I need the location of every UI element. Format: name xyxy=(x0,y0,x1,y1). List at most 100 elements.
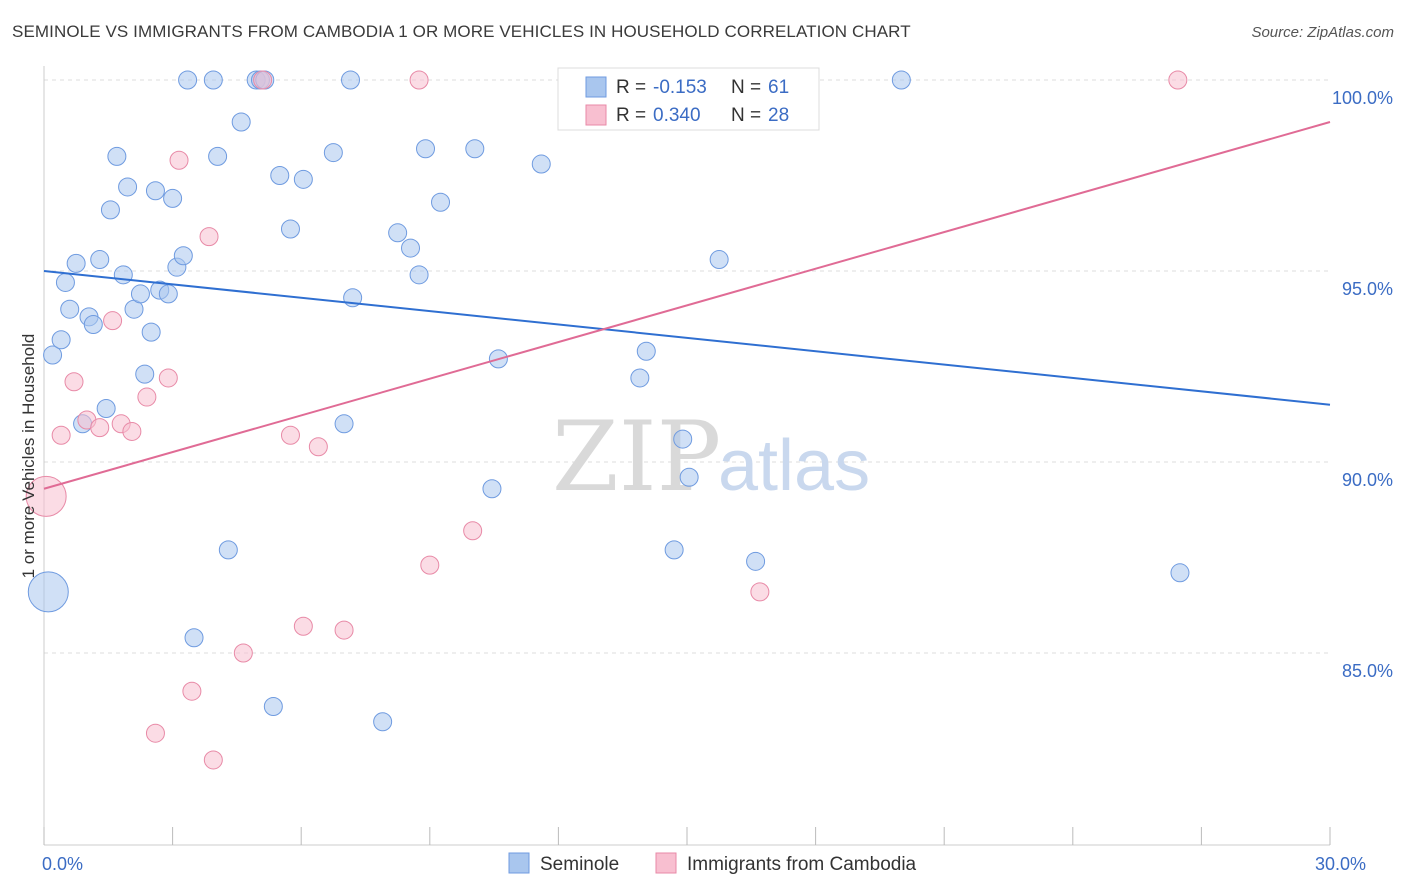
cambodia-point xyxy=(1168,70,1188,90)
cambodia-point xyxy=(334,620,354,640)
seminole-point xyxy=(664,540,684,560)
seminole-point xyxy=(184,628,204,648)
cambodia-trend-line xyxy=(43,121,1331,490)
cambodia-point xyxy=(169,150,189,170)
seminole-point xyxy=(141,322,161,342)
cambodia-point xyxy=(253,70,273,90)
seminole-trend-line xyxy=(43,270,1331,406)
x-tick-label: 0.0% xyxy=(42,854,83,874)
legend-swatch xyxy=(585,104,607,126)
cambodia-point xyxy=(308,437,328,457)
cambodia-point xyxy=(158,368,178,388)
seminole-point xyxy=(746,551,766,571)
cambodia-point xyxy=(90,418,110,438)
seminole-point xyxy=(107,146,127,166)
seminole-point xyxy=(673,429,693,449)
seminole-point xyxy=(263,696,283,716)
seminole-point xyxy=(323,143,343,163)
cambodia-point xyxy=(145,723,165,743)
cambodia-point xyxy=(64,372,84,392)
seminole-point xyxy=(83,314,103,334)
seminole-point xyxy=(431,192,451,212)
legend-n-value: 28 xyxy=(768,105,789,126)
seminole-point xyxy=(100,200,120,220)
legend-label: Seminole xyxy=(540,854,619,875)
seminole-point xyxy=(465,139,485,159)
x-tick-labels: 0.0% 30.0% xyxy=(42,854,1366,874)
x-tick-label: 30.0% xyxy=(1315,854,1366,874)
seminole-point xyxy=(66,253,86,273)
seminole-point xyxy=(636,341,656,361)
cambodia-point xyxy=(233,643,253,663)
cambodia-point xyxy=(51,425,71,445)
legend-swatch xyxy=(655,852,677,874)
seminole-point xyxy=(173,246,193,266)
seminole-point xyxy=(891,70,911,90)
cambodia-point xyxy=(409,70,429,90)
seminole-point xyxy=(679,467,699,487)
cambodia-point xyxy=(25,475,67,517)
legend-swatch xyxy=(508,852,530,874)
cambodia-point xyxy=(203,750,223,770)
seminole-point xyxy=(208,146,228,166)
y-tick-label: 85.0% xyxy=(1342,661,1393,681)
seminole-point xyxy=(51,330,71,350)
seminole-point xyxy=(135,364,155,384)
cambodia-point xyxy=(293,616,313,636)
legend-r-label: R = xyxy=(616,105,646,126)
grid-lines xyxy=(44,79,1330,654)
correlation-legend: R = -0.153 N = 61 R = 0.340 N = 28 xyxy=(557,67,820,131)
seminole-point xyxy=(145,181,165,201)
seminole-point xyxy=(178,70,198,90)
cambodia-point xyxy=(137,387,157,407)
y-tick-label: 95.0% xyxy=(1342,279,1393,299)
trend-lines xyxy=(43,121,1331,490)
legend-n-value: 61 xyxy=(768,77,789,98)
watermark-zip: ZIP xyxy=(552,401,721,513)
legend-swatch xyxy=(585,76,607,98)
seminole-point xyxy=(43,345,63,365)
legend-n-label: N = xyxy=(731,77,761,98)
seminole-point xyxy=(218,540,238,560)
cambodia-point xyxy=(182,681,202,701)
seminole-point xyxy=(118,177,138,197)
seminole-point xyxy=(60,299,80,319)
cambodia-point xyxy=(199,227,219,247)
y-tick-labels: 100.0% 95.0% 90.0% 85.0% xyxy=(1332,88,1393,681)
seminole-point xyxy=(482,479,502,499)
seminole-point xyxy=(373,712,393,732)
cambodia-point xyxy=(103,311,123,331)
seminole-point xyxy=(158,284,178,304)
seminole-point xyxy=(334,414,354,434)
seminole-point xyxy=(531,154,551,174)
seminole-point xyxy=(1170,563,1190,583)
seminole-point xyxy=(130,284,150,304)
cambodia-point xyxy=(463,521,483,541)
seminole-point xyxy=(709,250,729,270)
seminole-point xyxy=(27,571,69,613)
seminole-point xyxy=(96,399,116,419)
cambodia-point xyxy=(122,421,142,441)
seminole-point xyxy=(231,112,251,132)
legend-n-label: N = xyxy=(731,105,761,126)
cambodia-point xyxy=(420,555,440,575)
watermark-atlas: atlas xyxy=(718,426,870,506)
seminole-point xyxy=(416,139,436,159)
legend-r-label: R = xyxy=(616,77,646,98)
series-legend: Seminole Immigrants from Cambodia xyxy=(508,852,917,875)
seminole-point xyxy=(90,250,110,270)
legend-r-value: 0.340 xyxy=(653,105,701,126)
seminole-point xyxy=(401,238,421,258)
axes xyxy=(43,66,1331,846)
chart-title: SEMINOLE VS IMMIGRANTS FROM CAMBODIA 1 O… xyxy=(12,22,911,41)
y-tick-label: 100.0% xyxy=(1332,88,1393,108)
watermark: ZIP atlas xyxy=(552,401,870,513)
seminole-point xyxy=(270,166,290,185)
seminole-point xyxy=(293,169,313,189)
seminole-point xyxy=(113,265,133,285)
seminole-point xyxy=(340,70,360,90)
seminole-point xyxy=(409,265,429,285)
source-credit: Source: ZipAtlas.com xyxy=(1251,24,1394,41)
legend-label: Immigrants from Cambodia xyxy=(687,854,917,875)
